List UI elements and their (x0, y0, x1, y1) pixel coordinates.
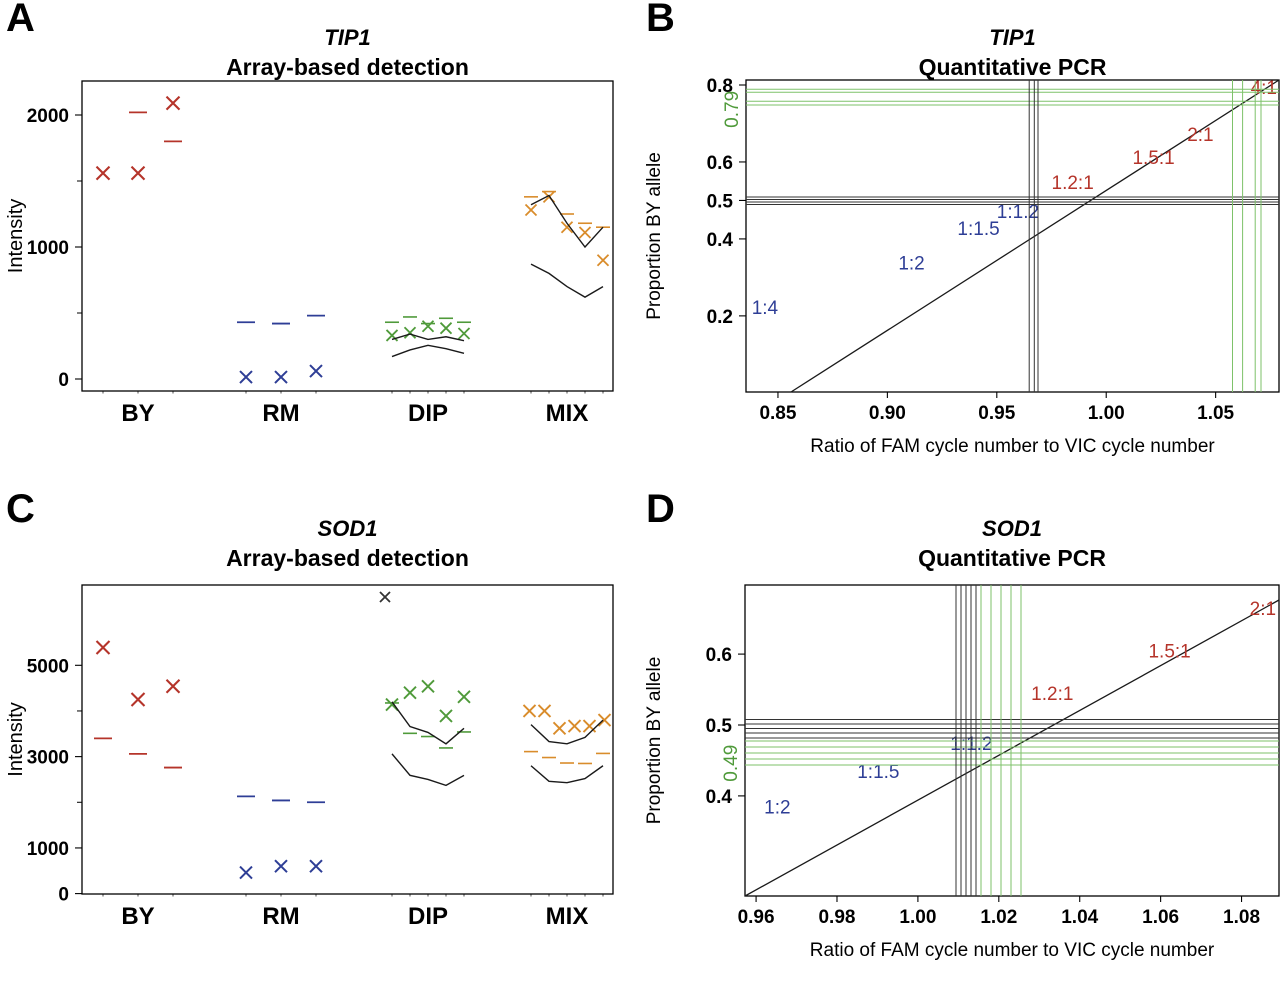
svg-text:0.5: 0.5 (706, 716, 733, 737)
svg-text:RM: RM (262, 903, 299, 930)
svg-text:Intensity: Intensity (5, 702, 27, 776)
svg-text:Ratio of FAM cycle number to V: Ratio of FAM cycle number to VIC cycle n… (810, 940, 1215, 961)
svg-text:MIX: MIX (546, 400, 589, 427)
svg-text:1.02: 1.02 (980, 907, 1017, 928)
svg-text:Array-based detection: Array-based detection (226, 54, 469, 80)
svg-text:RM: RM (262, 400, 299, 427)
svg-text:1000: 1000 (27, 839, 69, 860)
svg-text:Ratio of FAM cycle number to V: Ratio of FAM cycle number to VIC cycle n… (810, 436, 1215, 457)
svg-text:0.4: 0.4 (707, 230, 734, 251)
svg-text:TIP1: TIP1 (324, 25, 370, 50)
svg-text:0.2: 0.2 (707, 307, 733, 328)
svg-text:Intensity: Intensity (5, 199, 27, 273)
svg-text:1.08: 1.08 (1223, 907, 1260, 928)
svg-text:2:1: 2:1 (1187, 125, 1213, 146)
svg-text:Array-based detection: Array-based detection (226, 545, 469, 571)
svg-text:BY: BY (121, 903, 154, 930)
svg-text:1.06: 1.06 (1142, 907, 1179, 928)
svg-text:1.2:1: 1.2:1 (1031, 684, 1073, 705)
svg-text:1.2:1: 1.2:1 (1052, 173, 1094, 194)
svg-text:SOD1: SOD1 (318, 516, 378, 541)
svg-text:SOD1: SOD1 (982, 516, 1042, 541)
svg-text:1.5:1: 1.5:1 (1132, 148, 1174, 169)
svg-text:4:1: 4:1 (1251, 78, 1277, 99)
svg-text:1.00: 1.00 (899, 907, 936, 928)
svg-text:DIP: DIP (408, 903, 448, 930)
svg-text:1:2: 1:2 (898, 254, 924, 275)
svg-text:DIP: DIP (408, 400, 448, 427)
svg-text:1.04: 1.04 (1061, 907, 1098, 928)
svg-text:0.85: 0.85 (759, 403, 796, 424)
svg-text:Proportion BY allele: Proportion BY allele (644, 152, 665, 320)
svg-text:Proportion BY allele: Proportion BY allele (644, 657, 665, 825)
svg-text:1:2: 1:2 (764, 798, 790, 819)
svg-text:1000: 1000 (27, 238, 69, 259)
svg-text:3000: 3000 (27, 748, 69, 769)
svg-text:0.6: 0.6 (706, 645, 732, 666)
svg-text:0: 0 (58, 885, 69, 906)
svg-text:1.05: 1.05 (1197, 403, 1234, 424)
svg-text:0.4: 0.4 (706, 787, 733, 808)
svg-text:0.95: 0.95 (978, 403, 1015, 424)
svg-text:1:4: 1:4 (752, 298, 779, 319)
svg-text:0.98: 0.98 (818, 907, 855, 928)
svg-text:0.90: 0.90 (869, 403, 906, 424)
svg-text:0.96: 0.96 (738, 907, 775, 928)
svg-text:Quantitative PCR: Quantitative PCR (919, 54, 1107, 80)
svg-text:TIP1: TIP1 (989, 25, 1035, 50)
svg-text:1.00: 1.00 (1088, 403, 1125, 424)
svg-text:2:1: 2:1 (1250, 599, 1276, 620)
svg-text:1.5:1: 1.5:1 (1148, 642, 1190, 663)
svg-text:Quantitative PCR: Quantitative PCR (918, 545, 1106, 571)
svg-text:1:1.5: 1:1.5 (957, 219, 999, 240)
svg-text:MIX: MIX (546, 903, 589, 930)
svg-text:0: 0 (58, 370, 69, 391)
svg-text:5000: 5000 (27, 656, 69, 677)
svg-text:BY: BY (121, 400, 154, 427)
svg-text:0.6: 0.6 (707, 153, 733, 174)
svg-text:0.49: 0.49 (721, 745, 742, 782)
svg-text:0.5: 0.5 (707, 191, 734, 212)
svg-text:0.79: 0.79 (722, 91, 743, 128)
svg-text:2000: 2000 (27, 106, 69, 127)
